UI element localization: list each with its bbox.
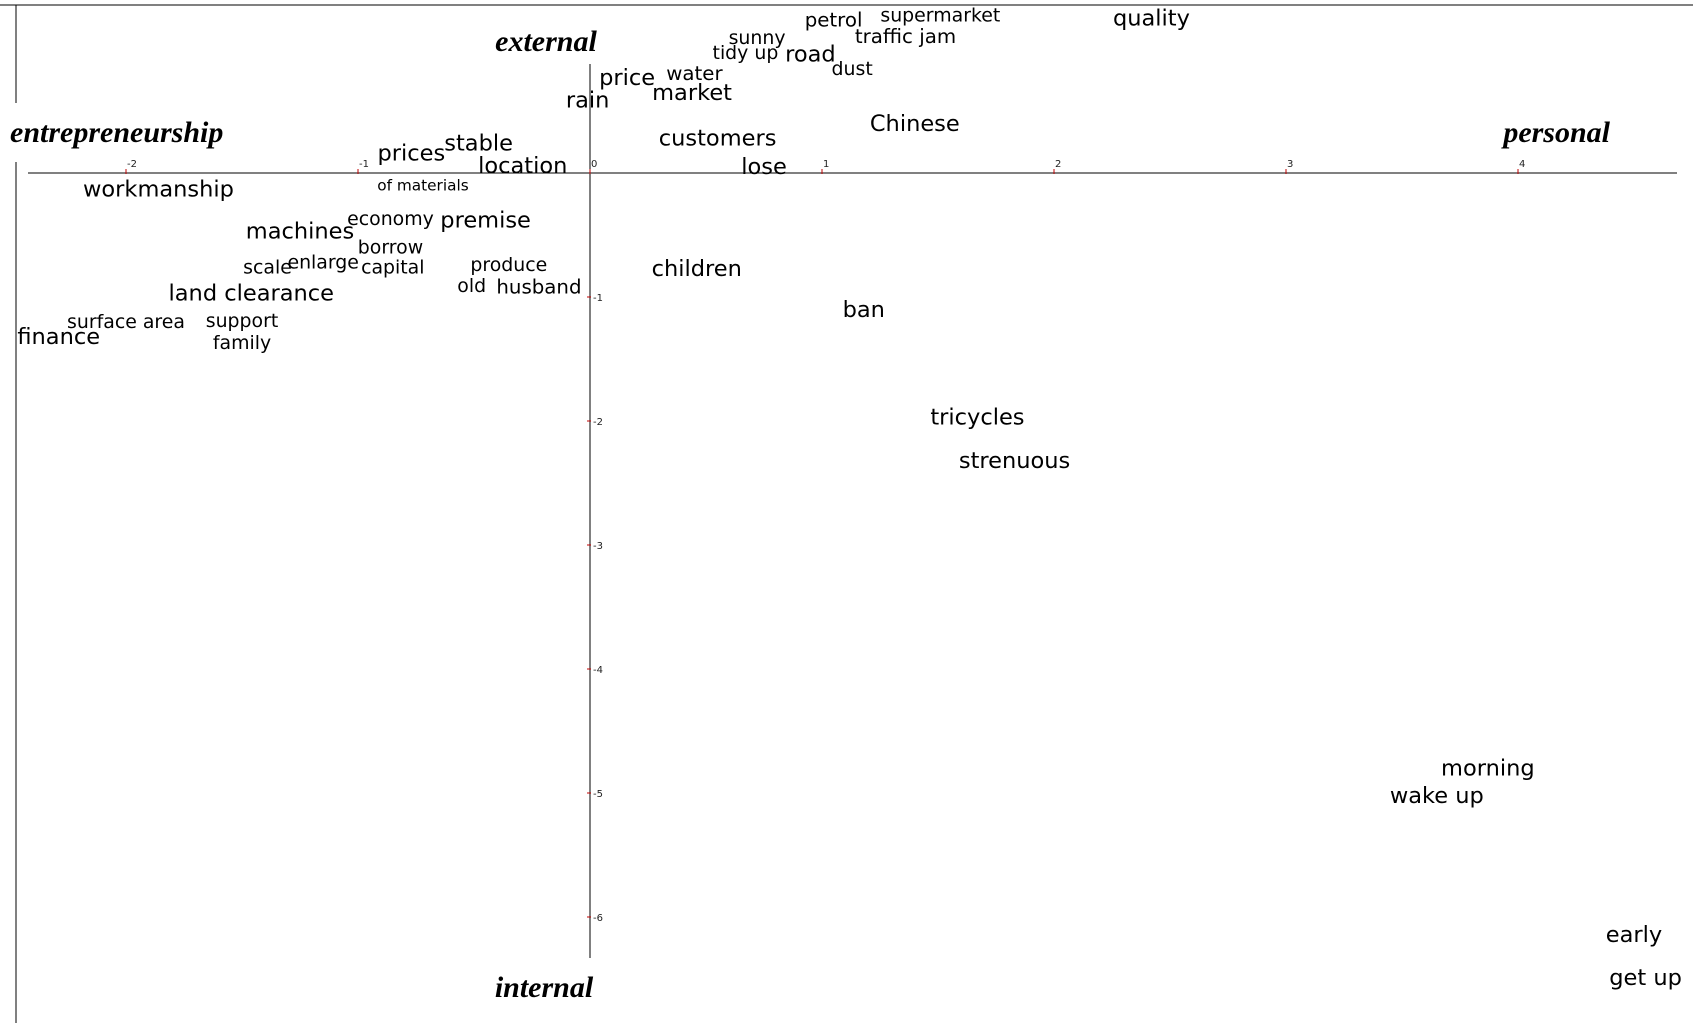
- word-label: borrow: [358, 237, 423, 259]
- word-label: of materials: [377, 176, 468, 194]
- word-label: family: [213, 332, 271, 354]
- word-label: road: [785, 41, 836, 67]
- word-label: finance: [17, 324, 100, 350]
- x-tick-label: 4: [1519, 159, 1525, 170]
- word-label: premise: [440, 208, 531, 234]
- x-tick-label: 0: [591, 159, 597, 170]
- word-label: surface area: [67, 311, 185, 333]
- y-axis-ticks: -1 -2 -3 -4 -5 -6: [587, 293, 603, 924]
- y-tick-label: -4: [593, 665, 603, 676]
- y-tick-label: -2: [593, 417, 603, 428]
- word-label: Chinese: [870, 111, 960, 137]
- word-label: location: [478, 153, 567, 179]
- y-tick-label: -6: [593, 913, 603, 924]
- word-label: stable: [444, 131, 513, 157]
- y-tick-label: -5: [593, 789, 603, 800]
- word-label: quality: [1113, 5, 1190, 31]
- y-tick-label: -3: [593, 541, 603, 552]
- word-label: supermarket: [880, 5, 1000, 27]
- word-label: wake up: [1390, 783, 1484, 809]
- word-label: customers: [659, 126, 777, 152]
- word-label: support: [206, 310, 279, 332]
- x-tick-label: 2: [1055, 159, 1061, 170]
- word-label: dust: [832, 58, 873, 80]
- word-label: old: [457, 275, 486, 297]
- word-label: land clearance: [169, 281, 335, 307]
- word-label: tricycles: [930, 405, 1024, 431]
- axis-label-right: personal: [1500, 116, 1610, 149]
- axis-label-top: external: [495, 25, 597, 58]
- word-label: scale: [243, 256, 292, 278]
- word-label: ban: [843, 297, 885, 323]
- word-label: rain: [566, 87, 610, 113]
- word-label: produce: [470, 254, 547, 276]
- word-label: capital: [361, 256, 424, 278]
- axis-label-left: entrepreneurship: [10, 116, 223, 149]
- word-label: early: [1606, 922, 1662, 948]
- word-label: economy: [347, 208, 434, 230]
- word-label: prices: [377, 141, 445, 167]
- word-label: sunny: [729, 27, 786, 49]
- word-label: morning: [1441, 756, 1535, 782]
- word-label: traffic jam: [855, 25, 956, 48]
- word-label: enlarge: [287, 251, 358, 273]
- word-label: children: [652, 256, 742, 282]
- x-tick-label: -1: [359, 159, 369, 170]
- x-tick-label: 1: [823, 159, 829, 170]
- axis-label-bottom: internal: [495, 971, 594, 1004]
- word-label: get up: [1609, 965, 1682, 991]
- x-tick-label: 3: [1287, 159, 1293, 170]
- word-label: lose: [741, 154, 787, 180]
- x-tick-label: -2: [127, 159, 137, 170]
- word-label: husband: [496, 275, 581, 298]
- x-axis-ticks: -2 -1 0 1 2 3 4: [125, 159, 1525, 174]
- word-label: workmanship: [83, 177, 234, 203]
- word-label: price: [599, 65, 655, 91]
- word-label: market: [652, 80, 732, 106]
- word-label: petrol: [805, 9, 863, 32]
- word-label: water: [666, 62, 723, 85]
- word-label: tidy up: [713, 42, 779, 64]
- word-label: strenuous: [959, 448, 1070, 474]
- y-tick-label: -1: [593, 293, 603, 304]
- word-label: machines: [246, 219, 354, 245]
